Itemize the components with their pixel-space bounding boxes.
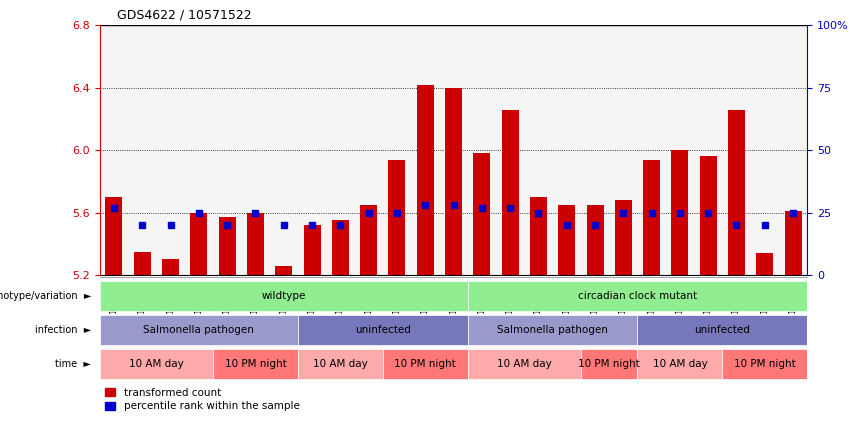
Bar — [275, 266, 293, 275]
Text: Salmonella pathogen: Salmonella pathogen — [143, 325, 254, 335]
Bar — [785, 211, 801, 275]
Text: 10 AM day: 10 AM day — [653, 359, 707, 369]
FancyBboxPatch shape — [100, 281, 468, 311]
Bar — [643, 159, 660, 275]
FancyBboxPatch shape — [100, 315, 298, 345]
Bar — [558, 205, 575, 275]
Bar — [134, 252, 151, 275]
Bar — [700, 157, 717, 275]
Bar — [445, 88, 462, 275]
FancyBboxPatch shape — [298, 349, 383, 379]
FancyBboxPatch shape — [468, 281, 807, 311]
Bar — [502, 110, 518, 275]
Text: 10 AM day: 10 AM day — [129, 359, 184, 369]
Bar — [530, 197, 547, 275]
FancyBboxPatch shape — [213, 349, 298, 379]
Bar — [756, 253, 773, 275]
Bar — [728, 110, 745, 275]
Bar — [219, 217, 235, 275]
Text: wildtype: wildtype — [261, 291, 306, 301]
FancyBboxPatch shape — [637, 349, 722, 379]
FancyBboxPatch shape — [722, 349, 807, 379]
FancyBboxPatch shape — [468, 349, 581, 379]
Bar — [247, 213, 264, 275]
Text: infection  ►: infection ► — [35, 325, 91, 335]
Bar — [672, 150, 688, 275]
Bar — [332, 220, 349, 275]
Bar — [304, 225, 320, 275]
Bar — [587, 205, 603, 275]
Text: 10 PM night: 10 PM night — [734, 359, 796, 369]
Bar — [360, 205, 377, 275]
FancyBboxPatch shape — [100, 349, 213, 379]
Bar — [389, 159, 405, 275]
Text: uninfected: uninfected — [694, 325, 750, 335]
Bar — [106, 197, 122, 275]
FancyBboxPatch shape — [298, 315, 468, 345]
Legend: transformed count, percentile rank within the sample: transformed count, percentile rank withi… — [105, 388, 299, 411]
Text: genotype/variation  ►: genotype/variation ► — [0, 291, 91, 301]
FancyBboxPatch shape — [581, 349, 637, 379]
Text: 10 PM night: 10 PM night — [578, 359, 640, 369]
Bar — [615, 200, 632, 275]
FancyBboxPatch shape — [637, 315, 807, 345]
Text: 10 PM night: 10 PM night — [394, 359, 456, 369]
Text: 10 AM day: 10 AM day — [313, 359, 368, 369]
Bar — [473, 153, 490, 275]
Text: GDS4622 / 10571522: GDS4622 / 10571522 — [117, 8, 252, 22]
Text: 10 PM night: 10 PM night — [225, 359, 286, 369]
Text: circadian clock mutant: circadian clock mutant — [578, 291, 697, 301]
Bar — [417, 85, 434, 275]
Text: uninfected: uninfected — [355, 325, 411, 335]
Text: time  ►: time ► — [56, 359, 91, 369]
Bar — [162, 259, 179, 275]
Text: 10 AM day: 10 AM day — [496, 359, 552, 369]
Bar — [190, 213, 207, 275]
FancyBboxPatch shape — [468, 315, 637, 345]
Text: Salmonella pathogen: Salmonella pathogen — [497, 325, 608, 335]
FancyBboxPatch shape — [383, 349, 468, 379]
